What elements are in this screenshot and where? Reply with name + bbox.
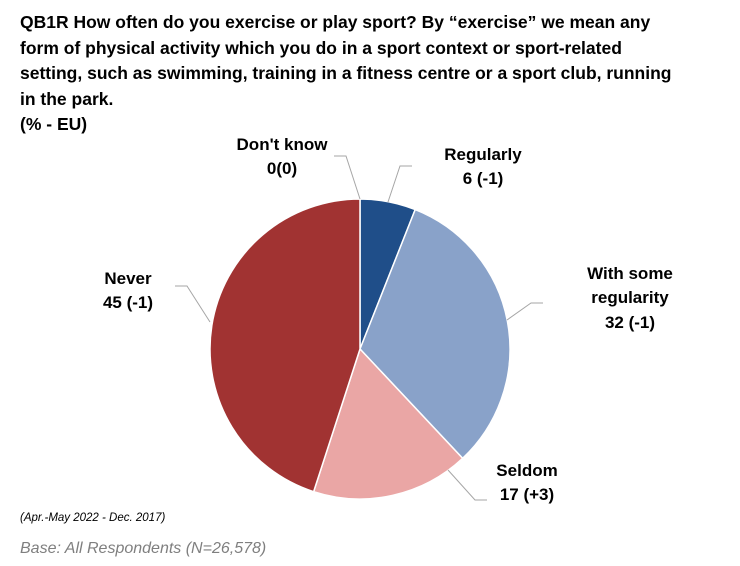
leader-line-with-some-regularity [506, 302, 543, 321]
title-line: form of physical activity which you do i… [20, 37, 622, 58]
leader-line-regularly [387, 165, 412, 203]
period-note: (Apr.-May 2022 - Dec. 2017) [20, 512, 166, 524]
slice-label-with-some-regularity: regularity [591, 288, 669, 307]
slice-label-dont-know: Don't know [237, 135, 329, 154]
pie-slice-never [209, 198, 361, 493]
slice-label-regularly: Regularly [444, 145, 522, 164]
slice-value-never: 45 (-1) [103, 293, 153, 312]
slice-value-dont-know: 0(0) [267, 159, 297, 178]
slice-value-regularly: 6 (-1) [463, 169, 504, 188]
base-note: Base: All Respondents (N=26,578) [20, 540, 267, 557]
slice-value-with-some-regularity: 32 (-1) [605, 313, 655, 332]
leader-line-dont-know [334, 155, 361, 200]
title-line: in the park. [20, 88, 114, 109]
page-title: QB1R How often do you exercise or play s… [20, 10, 732, 138]
pie-slice-seldom [312, 347, 464, 500]
leader-lines [175, 155, 543, 501]
title-line: setting, such as swimming, training in a… [20, 63, 672, 83]
leader-line-never [175, 285, 211, 323]
slice-value-seldom: 17 (+3) [500, 485, 554, 504]
slice-label-with-some-regularity: With some [587, 264, 673, 283]
unit-label: (% - EU) [20, 114, 88, 134]
slice-label-seldom: Seldom [496, 461, 557, 480]
leader-line-seldom [447, 469, 487, 501]
pie-slices [209, 198, 511, 500]
title-line: QB1R How often do you exercise or play s… [20, 12, 651, 32]
pie-slice-with-some-regularity [359, 208, 511, 460]
slice-label-never: Never [104, 269, 152, 288]
